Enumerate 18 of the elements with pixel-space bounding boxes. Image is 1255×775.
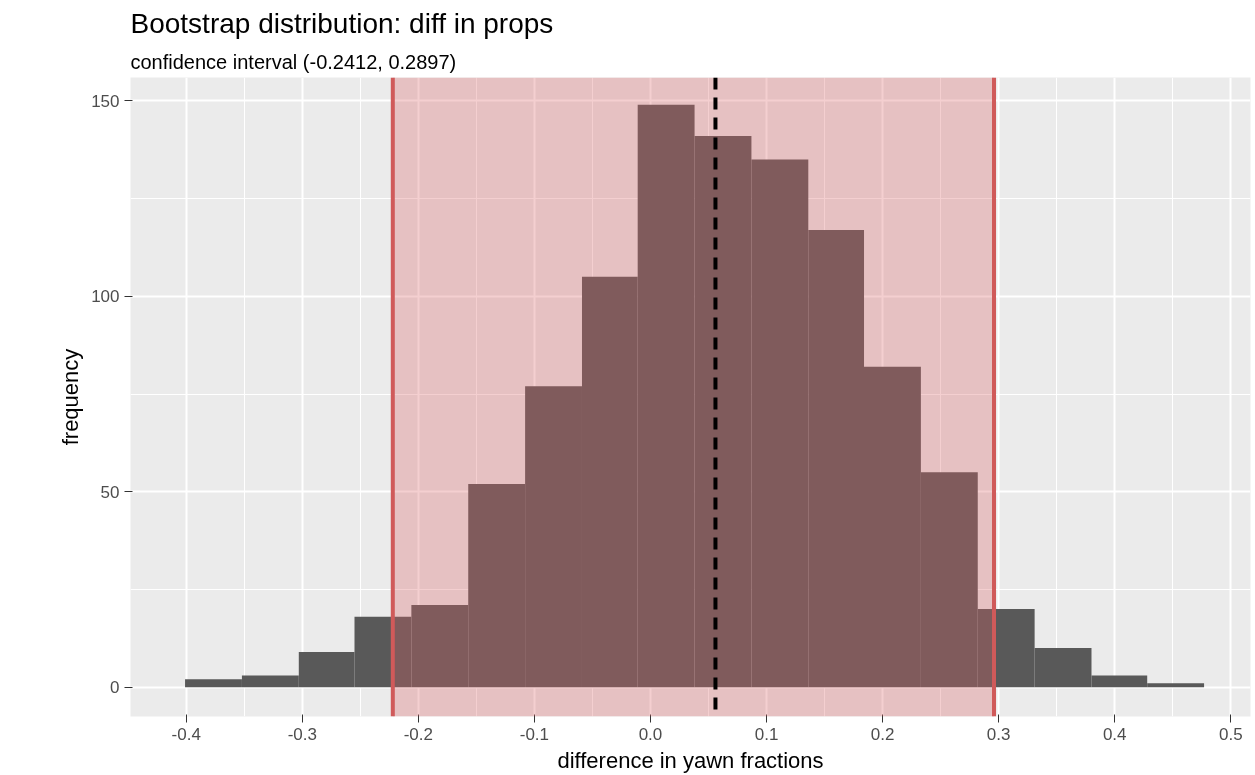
x-tick-label: 0.1 <box>754 724 779 744</box>
y-tick-label: 50 <box>100 482 120 502</box>
x-tick-label: 0.4 <box>1102 724 1127 744</box>
x-tick-label: -0.4 <box>171 724 201 744</box>
chart-title: Bootstrap distribution: diff in props <box>130 7 554 39</box>
x-tick-label: 0.0 <box>638 724 663 744</box>
y-tick-label: 100 <box>91 287 120 307</box>
x-tick-label: -0.2 <box>403 724 433 744</box>
x-tick-label: 0.5 <box>1218 724 1243 744</box>
x-axis-title: difference in yawn fractions <box>557 747 824 773</box>
x-tick-label: -0.1 <box>519 724 550 744</box>
y-axis-title: frequency <box>58 348 84 446</box>
chart-subtitle: confidence interval (-0.2412, 0.2897) <box>130 50 457 73</box>
x-tick-label: 0.3 <box>986 724 1011 744</box>
y-tick-label: 150 <box>91 91 120 111</box>
x-tick-label: -0.3 <box>287 724 317 744</box>
y-tick-label: 0 <box>110 678 120 698</box>
x-tick-label: 0.2 <box>870 724 895 744</box>
